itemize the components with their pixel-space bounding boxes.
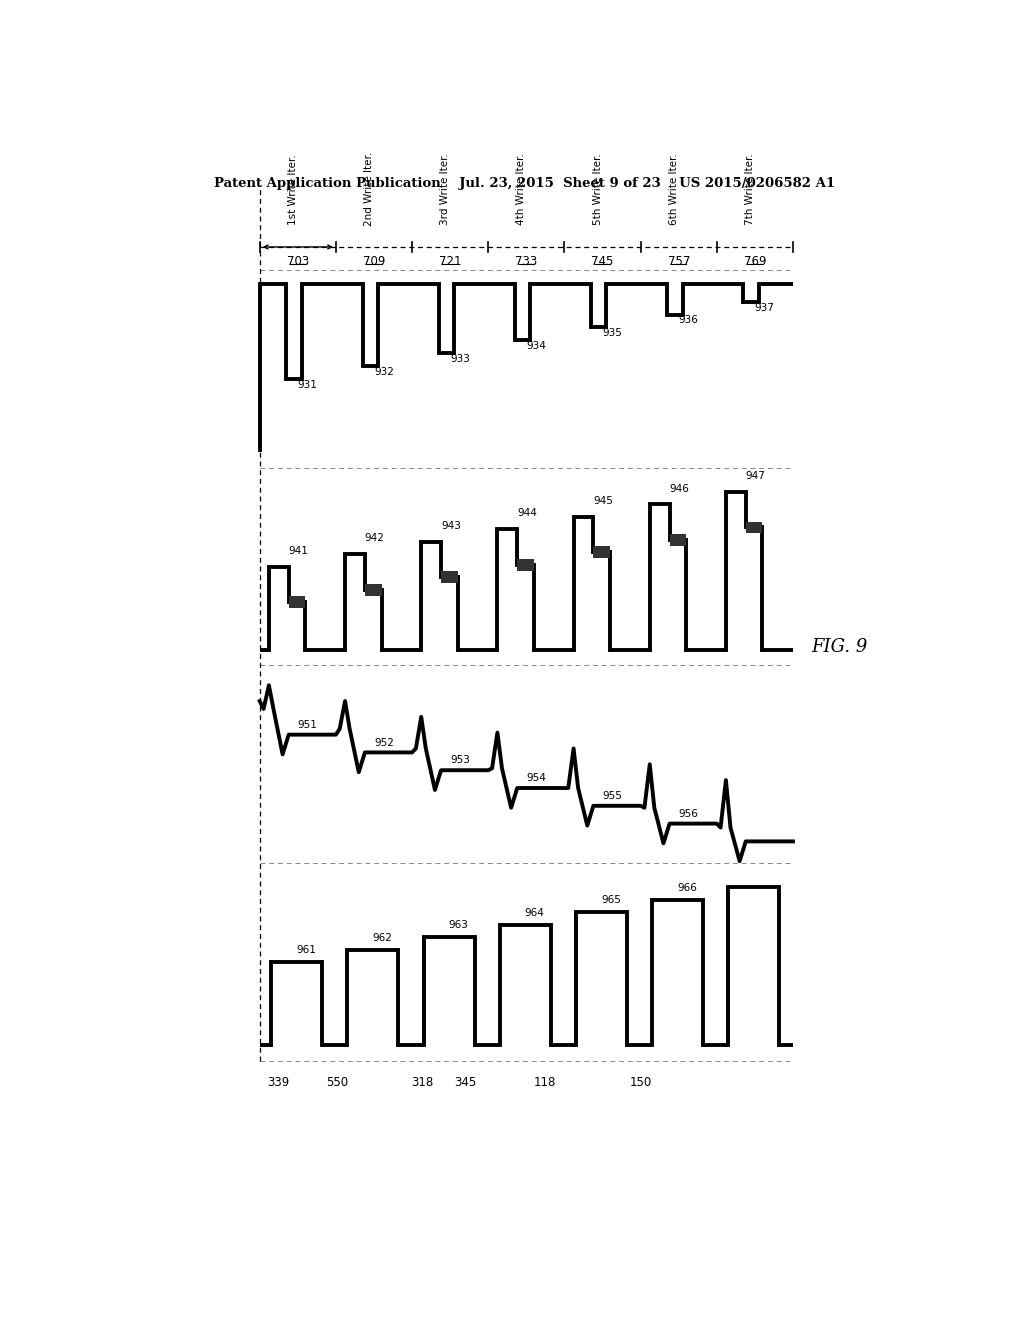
Text: 956: 956 bbox=[679, 809, 698, 818]
Text: 936: 936 bbox=[679, 315, 698, 326]
Text: Patent Application Publication    Jul. 23, 2015  Sheet 9 of 23    US 2015/020658: Patent Application Publication Jul. 23, … bbox=[214, 177, 836, 190]
Text: FIG. 9: FIG. 9 bbox=[812, 639, 868, 656]
Bar bbox=[365, 583, 382, 595]
Text: 937: 937 bbox=[755, 302, 775, 313]
Text: 951: 951 bbox=[298, 719, 317, 730]
Text: 721: 721 bbox=[439, 255, 462, 268]
Text: 945: 945 bbox=[593, 496, 613, 506]
Bar bbox=[289, 597, 305, 609]
Text: 709: 709 bbox=[362, 255, 385, 268]
Text: 955: 955 bbox=[602, 791, 623, 801]
Text: 757: 757 bbox=[668, 255, 690, 268]
Text: 339: 339 bbox=[267, 1076, 290, 1089]
Bar bbox=[517, 558, 534, 570]
Text: 941: 941 bbox=[289, 545, 308, 556]
Text: 3rd Write Iter.: 3rd Write Iter. bbox=[440, 153, 451, 226]
Text: 964: 964 bbox=[525, 908, 545, 917]
Bar bbox=[745, 521, 763, 533]
Text: 944: 944 bbox=[517, 508, 537, 519]
Text: 965: 965 bbox=[601, 895, 621, 906]
Text: 2nd Write Iter.: 2nd Write Iter. bbox=[364, 152, 374, 226]
Text: 961: 961 bbox=[296, 945, 316, 956]
Text: 932: 932 bbox=[374, 367, 394, 378]
Text: 963: 963 bbox=[449, 920, 469, 931]
Text: 962: 962 bbox=[373, 933, 392, 942]
Text: 4th Write Iter.: 4th Write Iter. bbox=[516, 153, 526, 226]
Text: 952: 952 bbox=[374, 738, 394, 747]
Text: 966: 966 bbox=[677, 883, 697, 892]
Text: 942: 942 bbox=[365, 533, 385, 544]
Text: 933: 933 bbox=[451, 354, 470, 364]
Bar bbox=[441, 572, 458, 583]
Text: 703: 703 bbox=[287, 255, 309, 268]
Text: 345: 345 bbox=[454, 1076, 476, 1089]
Text: 550: 550 bbox=[326, 1076, 348, 1089]
Text: 935: 935 bbox=[602, 329, 623, 338]
Text: 745: 745 bbox=[591, 255, 613, 268]
Text: 953: 953 bbox=[451, 755, 470, 766]
Text: 118: 118 bbox=[534, 1076, 556, 1089]
Bar bbox=[670, 535, 686, 546]
Text: 733: 733 bbox=[515, 255, 538, 268]
Bar bbox=[593, 546, 610, 558]
Text: 934: 934 bbox=[526, 341, 546, 351]
Text: 5th Write Iter.: 5th Write Iter. bbox=[593, 153, 602, 226]
Text: 1st Write Iter.: 1st Write Iter. bbox=[288, 154, 298, 224]
Text: 769: 769 bbox=[743, 255, 766, 268]
Text: 954: 954 bbox=[526, 774, 546, 783]
Text: 931: 931 bbox=[298, 380, 317, 389]
Text: 943: 943 bbox=[441, 521, 461, 531]
Text: 6th Write Iter.: 6th Write Iter. bbox=[669, 153, 679, 226]
Text: 150: 150 bbox=[630, 1076, 652, 1089]
Text: 947: 947 bbox=[745, 471, 766, 480]
Text: 7th Write Iter.: 7th Write Iter. bbox=[744, 153, 755, 226]
Text: 946: 946 bbox=[670, 483, 689, 494]
Text: 318: 318 bbox=[412, 1076, 433, 1089]
